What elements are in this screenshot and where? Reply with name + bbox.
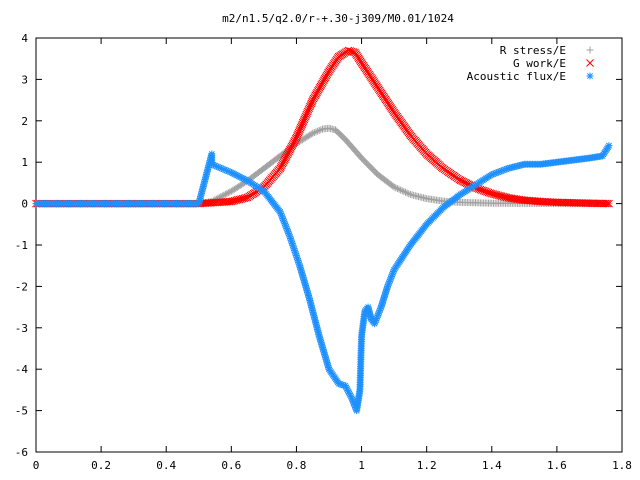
cross-marker-b bbox=[456, 176, 465, 185]
cross-marker-b bbox=[347, 47, 356, 56]
data-point bbox=[312, 128, 320, 136]
cross-marker-b bbox=[497, 192, 506, 201]
cross-marker-b bbox=[222, 198, 230, 206]
cross-marker-b bbox=[492, 191, 501, 199]
x-tick-label: 1.2 bbox=[417, 459, 437, 472]
cross-marker-b bbox=[206, 199, 215, 207]
data-point bbox=[220, 191, 228, 199]
cross-marker-b bbox=[474, 185, 483, 193]
data-point bbox=[307, 130, 315, 138]
data-point bbox=[315, 126, 323, 134]
data-point bbox=[397, 186, 405, 194]
cross-marker-b bbox=[476, 185, 485, 194]
cross-marker-b bbox=[209, 198, 218, 207]
cross-marker-b bbox=[494, 191, 503, 200]
series-acoustic-flux-e bbox=[32, 142, 613, 415]
data-point bbox=[392, 184, 400, 192]
cross-marker-b bbox=[603, 199, 612, 208]
data-point bbox=[218, 192, 226, 200]
cross-marker-b bbox=[499, 192, 508, 201]
data-point bbox=[310, 129, 318, 137]
data-point bbox=[405, 190, 413, 198]
cross-marker-b bbox=[486, 189, 495, 197]
cross-marker-b bbox=[344, 46, 353, 55]
y-tick-label: -4 bbox=[15, 363, 29, 376]
cross-marker-b bbox=[489, 190, 498, 198]
cross-marker-b bbox=[484, 188, 493, 197]
cross-marker-b bbox=[500, 193, 509, 201]
cross-marker-b bbox=[481, 187, 490, 196]
cross-marker-b bbox=[346, 47, 355, 55]
axes: 0 0.2 0.4 0.6 0.8 1 1.2 1.4 1.6 1.8 4 3 2 1 0 -1 -2 -3 -4 -… bbox=[15, 32, 632, 472]
data-point bbox=[224, 189, 232, 197]
data-point bbox=[400, 188, 408, 196]
x-tick-label: 0.6 bbox=[221, 459, 241, 472]
y-tick-label: 1 bbox=[21, 156, 28, 169]
x-tick-label: 1.4 bbox=[482, 459, 502, 472]
cross-marker-b bbox=[483, 188, 491, 196]
cross-marker-b bbox=[601, 199, 610, 208]
y-tick-label: -6 bbox=[15, 446, 28, 459]
x-tick-label: 1.6 bbox=[547, 459, 567, 472]
cross-marker-b bbox=[496, 191, 504, 200]
data-point bbox=[223, 190, 231, 198]
data-point bbox=[402, 188, 410, 196]
cross-marker-b bbox=[215, 198, 223, 207]
x-tick-label: 0.8 bbox=[287, 459, 307, 472]
cross-marker-b bbox=[218, 198, 227, 206]
y-tick-label: 3 bbox=[21, 73, 28, 86]
x-tick-label: 1.8 bbox=[612, 459, 632, 472]
data-point bbox=[389, 182, 397, 190]
cross-marker-b bbox=[461, 178, 469, 187]
x-tick-label: 0.4 bbox=[156, 459, 176, 472]
y-tick-label: -5 bbox=[15, 405, 28, 418]
y-tick-label: 2 bbox=[21, 115, 28, 128]
cross-marker-b bbox=[455, 175, 464, 184]
data-point bbox=[221, 190, 229, 198]
data-point bbox=[601, 199, 610, 208]
x-tick-label: 0 bbox=[33, 459, 40, 472]
y-tick-label: -1 bbox=[15, 239, 28, 252]
data-point bbox=[314, 127, 322, 135]
data-point bbox=[398, 187, 406, 195]
cross-marker-b bbox=[478, 186, 486, 195]
y-tick-label: 0 bbox=[21, 198, 28, 211]
y-tick-label: -3 bbox=[15, 322, 28, 335]
x-tick-label: 0.2 bbox=[91, 459, 111, 472]
data-point bbox=[605, 199, 613, 208]
cross-marker-b bbox=[459, 177, 468, 186]
series-g-work-e bbox=[32, 46, 613, 208]
cross-marker-b bbox=[487, 189, 496, 198]
chart-title: m2/n1.5/q2.0/r-+.30-j309/M0.01/1024 bbox=[222, 12, 454, 25]
y-tick-label: 4 bbox=[21, 32, 28, 45]
cross-marker-b bbox=[207, 198, 216, 207]
cross-marker-b bbox=[225, 197, 234, 206]
data-point bbox=[390, 183, 398, 191]
plot-frame bbox=[35, 37, 623, 453]
cross-marker-b bbox=[211, 198, 220, 207]
cross-marker-b bbox=[223, 197, 232, 206]
data-point bbox=[403, 189, 411, 197]
cross-marker-b bbox=[479, 186, 488, 195]
data-point bbox=[395, 185, 403, 193]
cross-marker-b bbox=[465, 181, 474, 189]
cross-marker-b bbox=[605, 199, 613, 208]
data-point bbox=[393, 185, 401, 193]
data-point bbox=[317, 126, 325, 134]
cross-marker-b bbox=[220, 198, 229, 206]
cross-marker-b bbox=[213, 198, 221, 207]
cross-marker-b bbox=[464, 180, 472, 188]
cross-marker-b bbox=[462, 179, 471, 188]
cross-marker-b bbox=[458, 177, 467, 185]
y-tick-label: -2 bbox=[15, 280, 28, 293]
data-point bbox=[309, 129, 317, 137]
cross-marker-b bbox=[216, 198, 225, 207]
data-point bbox=[603, 199, 612, 208]
series-layer bbox=[32, 46, 613, 415]
cross-marker-b bbox=[491, 190, 499, 199]
x-tick-label: 1 bbox=[358, 459, 365, 472]
data-point bbox=[226, 188, 234, 196]
